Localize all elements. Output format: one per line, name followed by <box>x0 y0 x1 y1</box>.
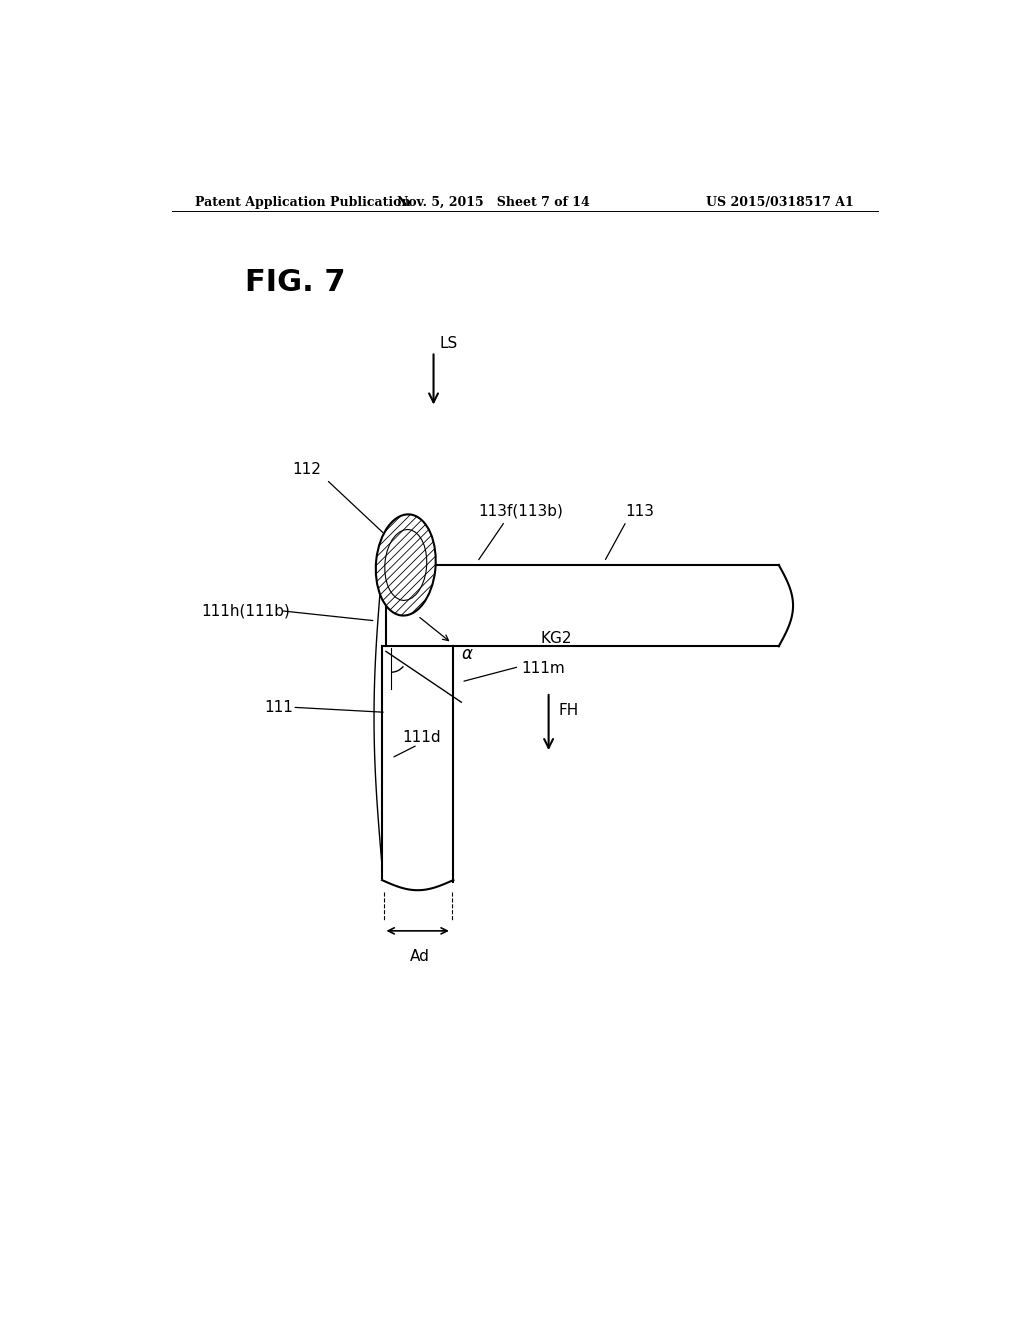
Bar <box>382 647 454 890</box>
Text: FH: FH <box>559 702 580 718</box>
Text: 113: 113 <box>626 504 654 519</box>
Text: 111h(111b): 111h(111b) <box>201 603 290 618</box>
Text: Nov. 5, 2015   Sheet 7 of 14: Nov. 5, 2015 Sheet 7 of 14 <box>396 195 590 209</box>
Text: KG2: KG2 <box>541 631 572 645</box>
Text: Patent Application Publication: Patent Application Publication <box>196 195 411 209</box>
Text: 111m: 111m <box>521 661 564 676</box>
Text: 111: 111 <box>264 700 293 714</box>
Ellipse shape <box>376 515 436 615</box>
Text: US 2015/0318517 A1: US 2015/0318517 A1 <box>707 195 854 209</box>
Text: Ad: Ad <box>410 949 430 964</box>
Text: LS: LS <box>440 335 458 351</box>
Text: $\alpha$: $\alpha$ <box>461 645 474 664</box>
Text: FIG. 7: FIG. 7 <box>246 268 346 297</box>
Bar <box>382 565 778 647</box>
Text: 113f(113b): 113f(113b) <box>478 504 563 519</box>
Text: 111d: 111d <box>402 730 441 746</box>
Text: 112: 112 <box>292 462 321 477</box>
